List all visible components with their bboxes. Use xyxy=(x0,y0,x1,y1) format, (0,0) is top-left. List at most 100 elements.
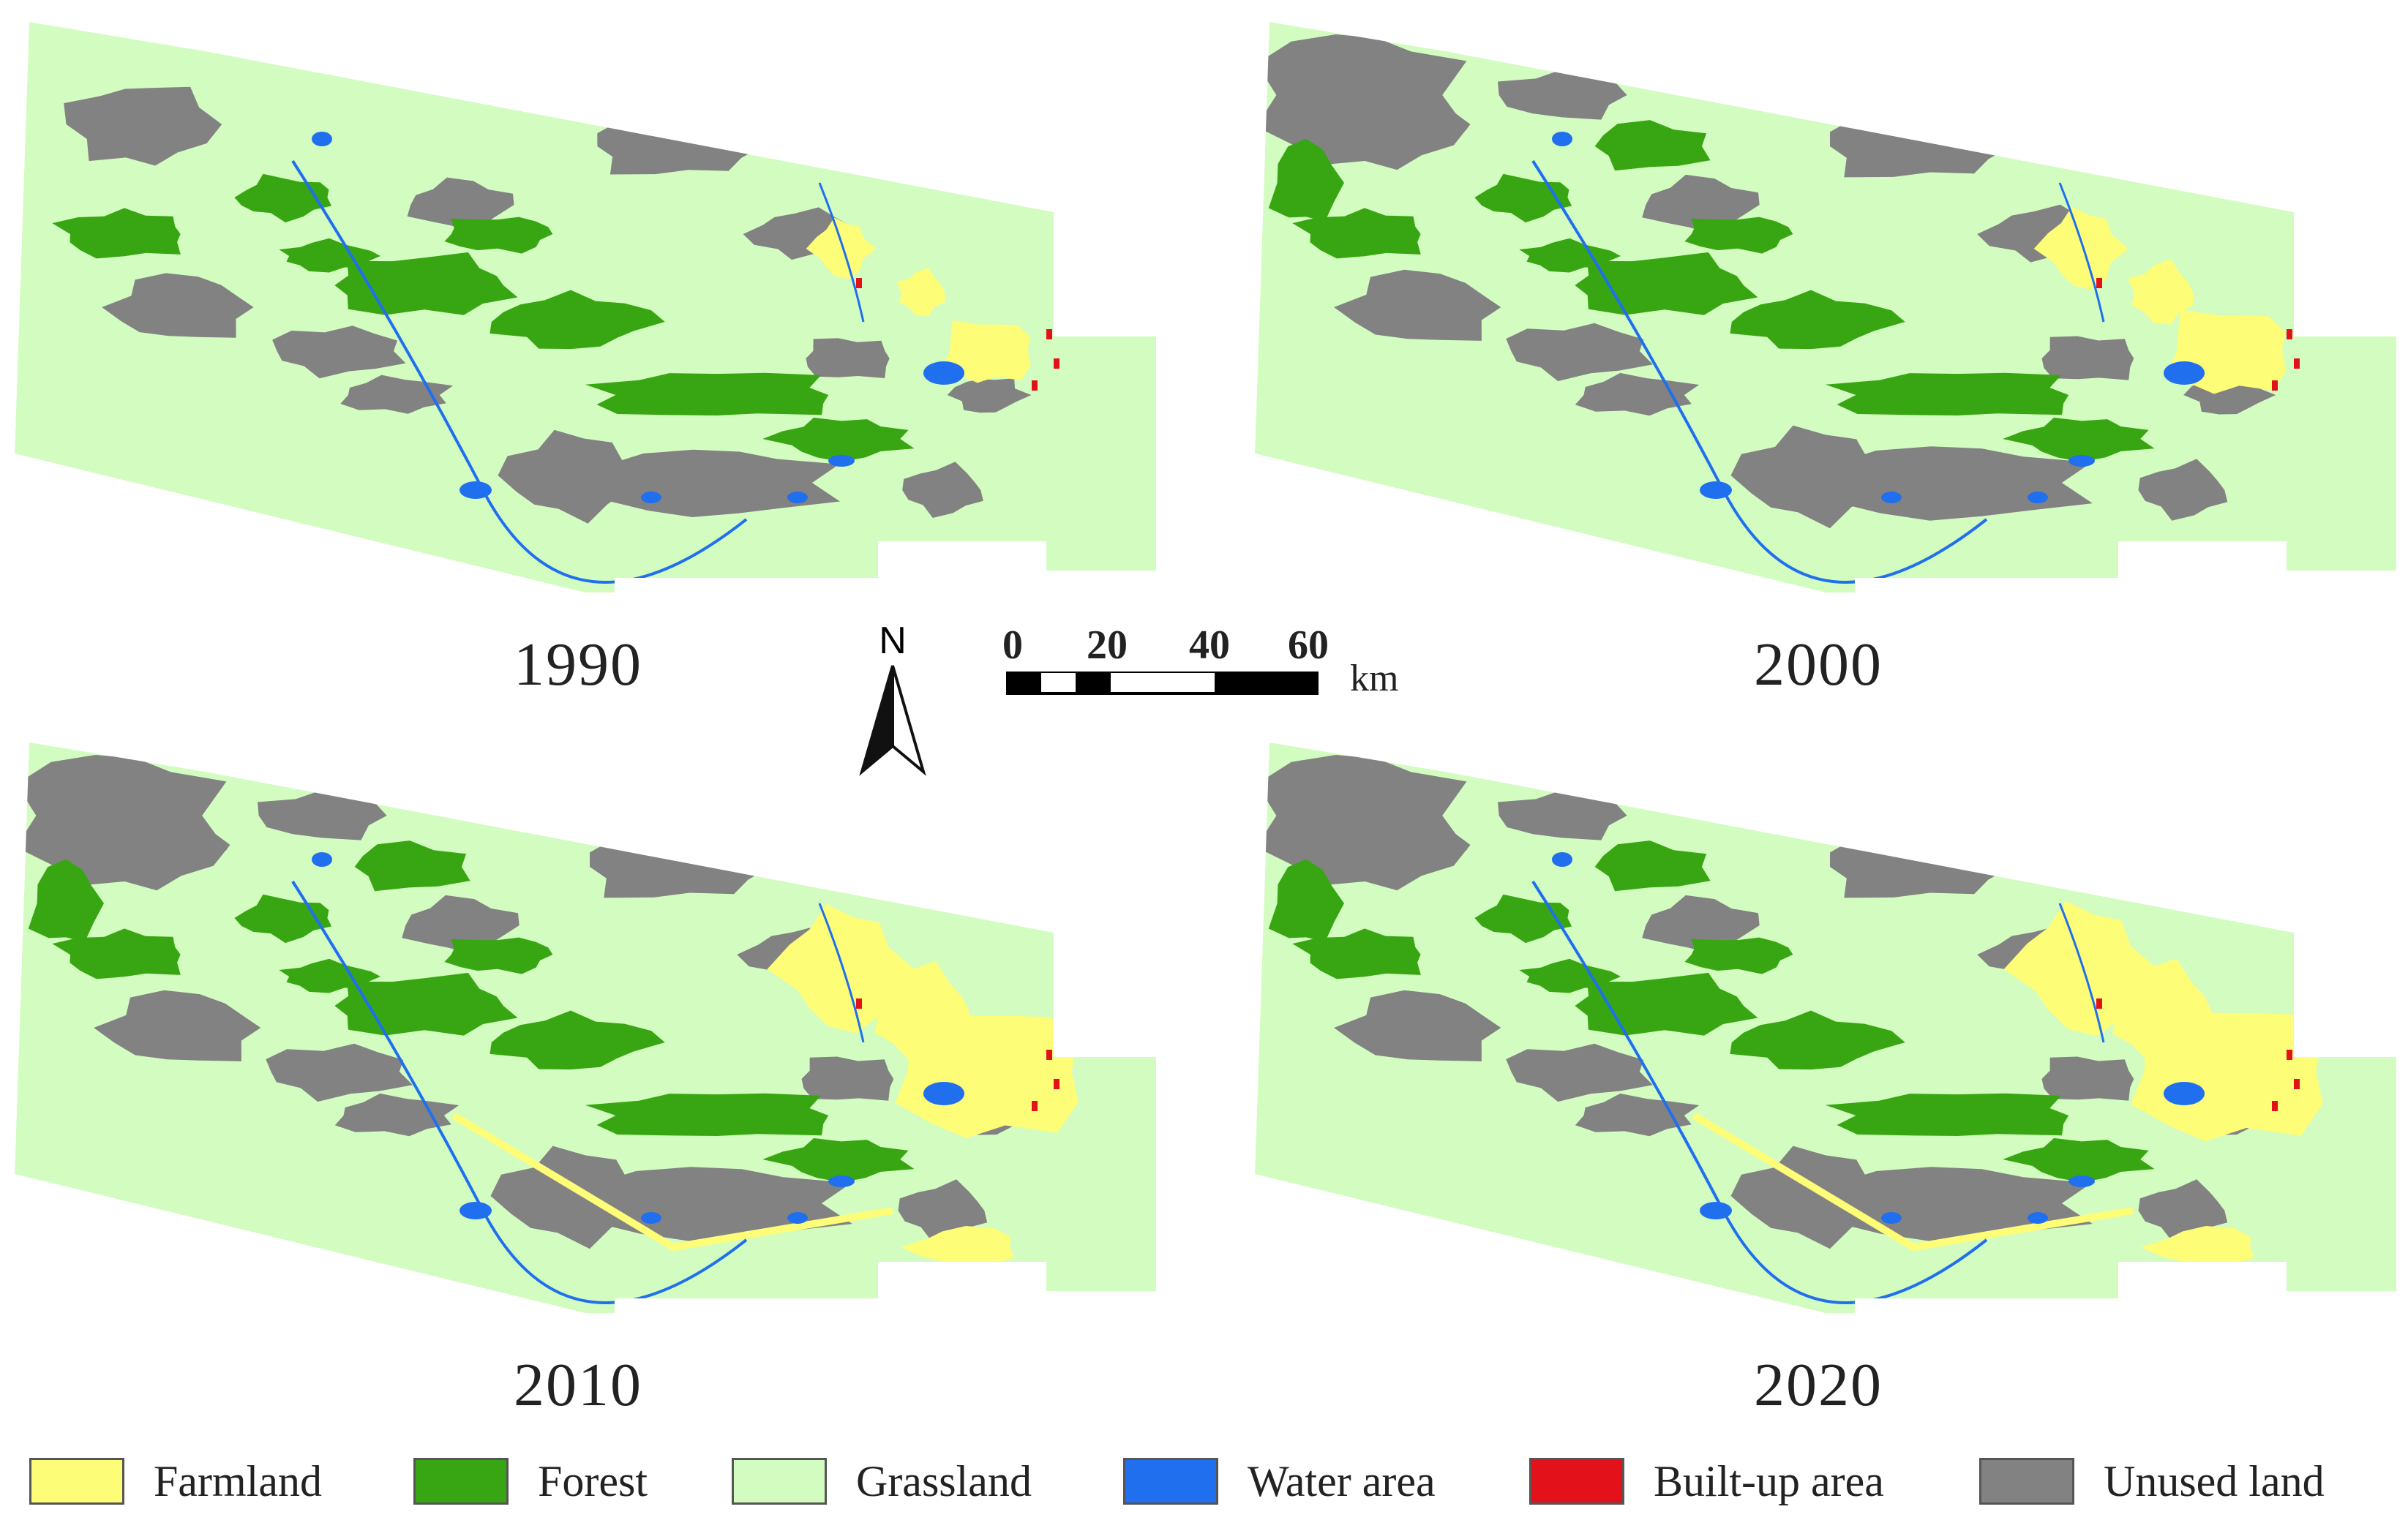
unused-land-patch xyxy=(1506,323,1653,382)
river xyxy=(1531,159,1988,584)
river xyxy=(291,159,748,584)
legend-label-built-up-area: Built-up area xyxy=(1654,1456,1884,1505)
unused-land-patch xyxy=(1256,755,1468,879)
land-use-map-2020 xyxy=(1255,742,2396,1313)
farmland-strip xyxy=(451,1112,893,1252)
forest-patch xyxy=(334,252,518,315)
built-up-patch xyxy=(2272,1101,2278,1111)
scale-tick-20: 20 xyxy=(1087,622,1128,668)
farmland-patch xyxy=(943,320,1031,383)
forest-patch xyxy=(490,1010,665,1070)
unused-land-patch xyxy=(1498,790,1627,840)
water-body xyxy=(641,1212,661,1224)
forest-patch xyxy=(52,208,181,259)
unused-land-patch xyxy=(1833,446,2093,521)
unused-land-patch xyxy=(1833,1167,2093,1241)
legend-item-unused-land: Unused land xyxy=(1979,1445,2325,1518)
built-up-patch xyxy=(2096,278,2102,288)
forest-patch xyxy=(585,372,829,415)
year-label-2000: 2000 xyxy=(1754,631,1883,699)
water-body xyxy=(2164,1082,2205,1105)
built-up-patch xyxy=(856,278,862,288)
unused-land-patch xyxy=(947,378,1032,413)
forest-patch xyxy=(1825,372,2069,415)
forest-patch xyxy=(354,840,470,892)
farmland-patch xyxy=(2140,1226,2254,1270)
farmland-patch xyxy=(806,217,877,279)
farmland-patch xyxy=(896,268,945,317)
land-use-map-2010 xyxy=(15,742,1156,1313)
unused-land-patch xyxy=(1334,269,1501,341)
water-body xyxy=(312,852,332,867)
forest-patch xyxy=(2003,417,2155,462)
north-arrow-outline xyxy=(859,665,894,776)
river xyxy=(291,880,748,1304)
forest-patch xyxy=(762,1137,915,1183)
north-arrow-label: N xyxy=(879,620,907,662)
unused-land-patch xyxy=(1334,990,1501,1061)
scale-tick-0: 0 xyxy=(1002,622,1023,668)
built-up-patch xyxy=(1054,358,1059,369)
water-body xyxy=(1881,1212,1902,1224)
built-up-patch xyxy=(1054,1079,1059,1089)
water-body xyxy=(2068,455,2095,467)
unused-land-patch xyxy=(1498,69,1627,120)
unused-land-patch xyxy=(334,1093,460,1137)
forest-patch xyxy=(1825,1093,2069,1136)
forest-patch xyxy=(1684,937,1793,974)
legend-label-water-area: Water area xyxy=(1248,1456,1436,1505)
land-use-map-1990 xyxy=(15,22,1156,593)
water-body xyxy=(2068,1175,2095,1187)
scale-bar: 0 20 40 60 km xyxy=(995,622,1449,710)
unused-land-patch xyxy=(1730,425,1896,529)
water-body xyxy=(641,492,661,503)
legend: Farmland Forest Grassland Water area Bui… xyxy=(29,1445,2393,1518)
unused-land-patch xyxy=(1575,1093,1700,1137)
river xyxy=(2058,903,2105,1043)
river xyxy=(818,182,865,323)
forest-patch xyxy=(1575,972,1758,1036)
unused-land-patch xyxy=(898,1179,988,1241)
unused-land-patch xyxy=(806,338,890,378)
built-up-patch xyxy=(1046,1050,1052,1060)
legend-label-unused-land: Unused land xyxy=(2104,1456,2325,1505)
unused-land-patch xyxy=(272,326,406,379)
unused-land-patch xyxy=(2138,1179,2228,1241)
unused-land-patch xyxy=(266,1043,413,1102)
forest-patch xyxy=(1594,840,1711,892)
built-up-patch xyxy=(2287,329,2292,339)
water-body xyxy=(828,455,855,467)
legend-item-water-area: Water area xyxy=(1123,1445,1436,1518)
scale-tick-40: 40 xyxy=(1189,622,1230,668)
unused-land-patch xyxy=(1256,34,1468,159)
scale-bar-graphic xyxy=(1006,672,1319,695)
built-up-patch xyxy=(1046,329,1052,339)
forest-patch xyxy=(1730,290,1905,350)
forest-patch xyxy=(490,290,665,350)
built-up-patch xyxy=(856,998,862,1009)
unused-land-patch xyxy=(2138,459,2228,521)
water-body xyxy=(923,361,964,385)
year-label-1990: 1990 xyxy=(514,631,642,699)
river xyxy=(818,903,865,1043)
year-label-2010: 2010 xyxy=(514,1351,642,1419)
forest-patch xyxy=(762,417,915,462)
built-up-patch xyxy=(1032,1101,1038,1111)
legend-swatch-farmland xyxy=(29,1458,124,1505)
forest-patch xyxy=(1268,859,1344,942)
water-body xyxy=(1552,132,1572,146)
river xyxy=(1531,880,1988,1304)
water-body xyxy=(923,1082,964,1105)
unused-land-patch xyxy=(94,990,261,1061)
unused-land-patch xyxy=(902,462,983,518)
unused-land-patch xyxy=(604,449,841,517)
legend-swatch-unused-land xyxy=(1979,1458,2074,1505)
unused-land-patch xyxy=(2041,1056,2134,1101)
land-use-map-2000 xyxy=(1255,22,2396,593)
farmland-patch xyxy=(868,960,971,1063)
forest-patch xyxy=(1684,217,1793,254)
legend-label-grassland: Grassland xyxy=(856,1456,1032,1505)
water-body xyxy=(787,1212,808,1224)
water-body xyxy=(2028,492,2048,503)
unused-land-patch xyxy=(258,790,387,840)
